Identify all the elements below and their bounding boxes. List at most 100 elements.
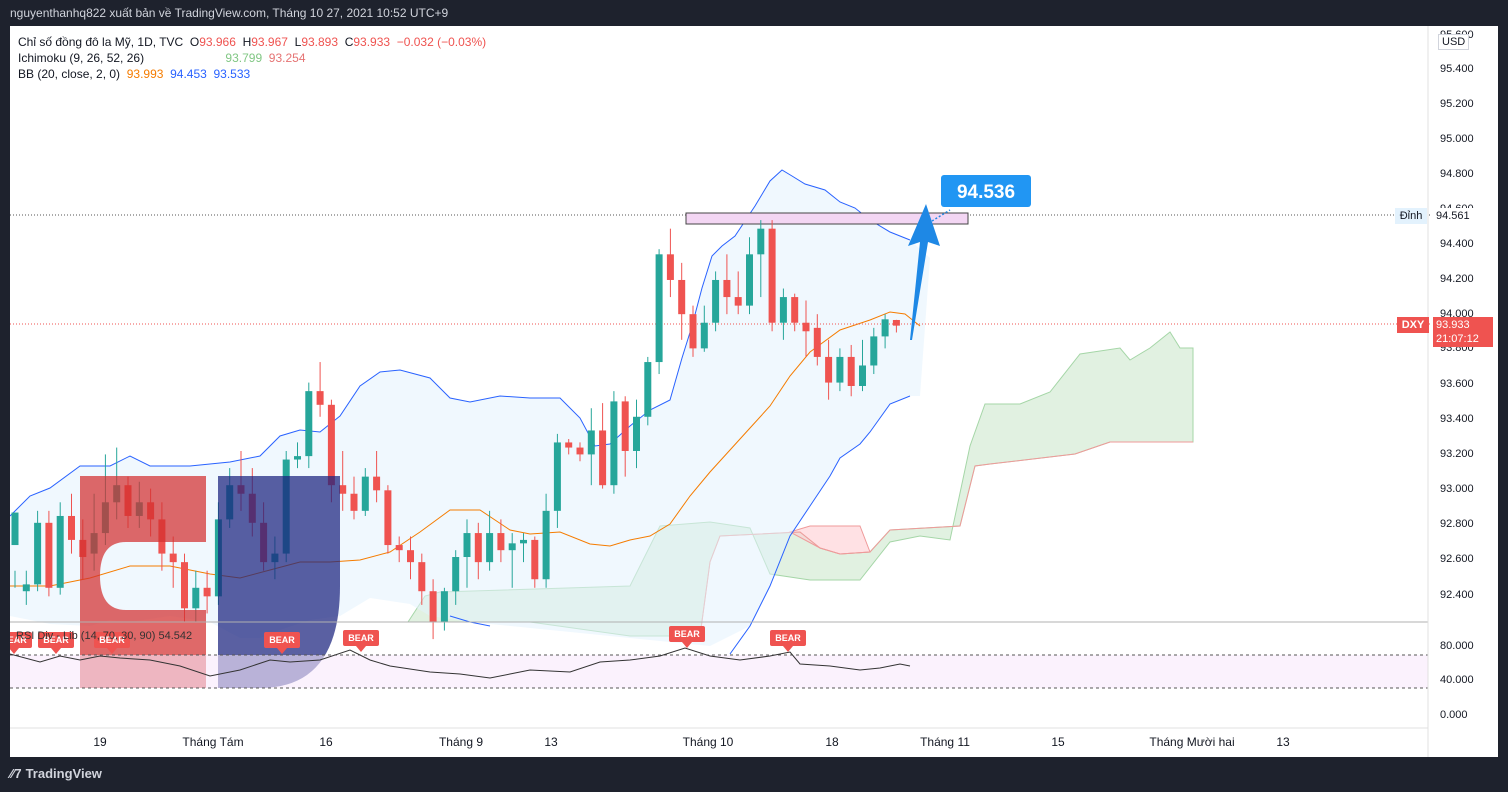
candle [576,442,584,462]
candle-body [757,228,765,255]
candle [11,512,19,588]
high-label: H [242,35,252,49]
svg-text:BEAR: BEAR [348,633,374,643]
resistance-zone[interactable] [685,212,969,225]
candle-body [565,442,573,448]
y-tick-label: 94.800 [1440,168,1474,180]
candle [723,254,731,315]
rsi-tick-label: 80.000 [1440,640,1474,652]
ichimoku-value-2: 93.254 [268,51,306,65]
y-tick-label: 93.400 [1440,413,1474,425]
rsi-pane[interactable]: BEAR BEAR BEAR BEAR BEAR BEAR BEAR [10,621,1428,689]
candle [440,587,448,631]
tradingview-logo[interactable]: ⁄⁄7 TradingView [10,766,102,781]
candle [599,403,607,489]
candle-body [633,416,640,451]
candle-body [463,533,471,558]
price-axis[interactable]: 95.60095.40095.20095.00094.80094.60094.4… [1427,26,1474,757]
candle [22,570,30,605]
ichimoku-label[interactable]: Ichimoku (9, 26, 52, 26) [18,51,145,65]
candle-body [361,476,369,511]
currency-badge[interactable]: USD [1438,34,1470,50]
candle-body [870,336,878,366]
x-tick-label: 13 [544,735,558,749]
bear-label: BEAR [38,632,74,654]
candle [361,468,369,516]
chart-legend: Chỉ số đồng đô la Mỹ, 1D, TVC O93.966 H9… [18,34,486,82]
candle-body [700,322,708,349]
symbol-title[interactable]: Chỉ số đồng đô la Mỹ, 1D, TVC [18,35,184,49]
candle-body [802,322,810,332]
candle-body [746,254,753,306]
candle-body [181,562,188,609]
candle [407,536,414,580]
candle-body [56,515,64,588]
candle-body [599,430,607,486]
candle-body [734,297,742,306]
candle-body [768,228,776,323]
chart-canvas[interactable]: 94.536 BEAR BEAR BEAR BEAR BEAR BEAR BEAR 19 Th… [10,26,1498,757]
x-tick-label: Tháng Mười hai [1149,735,1234,749]
candle [520,533,527,563]
y-tick-label: 92.400 [1440,589,1474,601]
candle-body [45,522,53,588]
x-tick-label: 13 [1276,735,1290,749]
candle-body [418,562,426,592]
candle-body [655,254,663,363]
candle-body [542,510,550,580]
candle [294,442,301,469]
candle [531,536,539,588]
candle [305,382,313,469]
candle-body [892,319,900,326]
target-label: 94.536 [957,182,1015,203]
x-tick-label: Tháng 9 [439,735,483,749]
bear-label: BEAR [770,630,806,652]
brand-name: TradingView [25,766,102,781]
bear-label: BEAR [94,632,130,654]
y-tick-label: 93.200 [1440,448,1474,460]
candle-body [429,591,437,622]
target-label-box[interactable]: 94.536 [941,175,1031,207]
low-label: L [294,35,302,49]
bear-label: BEAR [669,626,705,648]
open-label: O [189,35,200,49]
low-value: 93.893 [301,35,339,49]
candle [587,408,595,486]
bear-label: BEAR [10,632,32,654]
candle [633,399,640,469]
candle [474,522,482,580]
bb-label[interactable]: BB (20, close, 2, 0) [18,67,121,81]
rsi-tick-label: 0.000 [1440,709,1468,721]
candle-body [203,587,211,597]
change-value: −0.032 (−0.03%) [396,35,487,49]
high-value: 93.967 [251,35,288,49]
rsi-legend[interactable]: RSI Div - Lib (14, 70, 30, 90) 54.542 [16,630,193,642]
tv-logo-icon: ⁄⁄7 [10,766,22,781]
target-arrow[interactable] [908,204,951,340]
candle-body [22,584,30,592]
candle [621,396,629,477]
candle-body [373,476,381,491]
candle-body [553,442,561,511]
dinh-label: Đỉnh [1395,208,1427,224]
close-label: C [344,35,354,49]
y-tick-label: 94.200 [1440,273,1474,285]
candle-body [497,533,505,551]
candle-body [712,279,720,323]
candle [508,533,516,588]
chart-panel[interactable]: Chỉ số đồng đô la Mỹ, 1D, TVC O93.966 H9… [10,26,1498,757]
y-tick-label: 93.000 [1440,483,1474,495]
candle-body [407,550,414,563]
candle-body [520,539,527,544]
candle [859,339,866,392]
candle-body [440,591,448,622]
candle [881,314,889,349]
candle-body [881,319,889,337]
y-tick-label: 95.200 [1440,98,1474,110]
candle [339,450,347,511]
x-tick-label: Tháng 11 [920,735,970,749]
last-price-tag: 93.933 21:07:12 [1433,317,1493,347]
candle-body [621,401,629,451]
x-axis[interactable]: 19 Tháng Tám 16 Tháng 9 13 Tháng 10 18 Tháng 11… [10,727,1428,749]
candle [802,300,810,357]
